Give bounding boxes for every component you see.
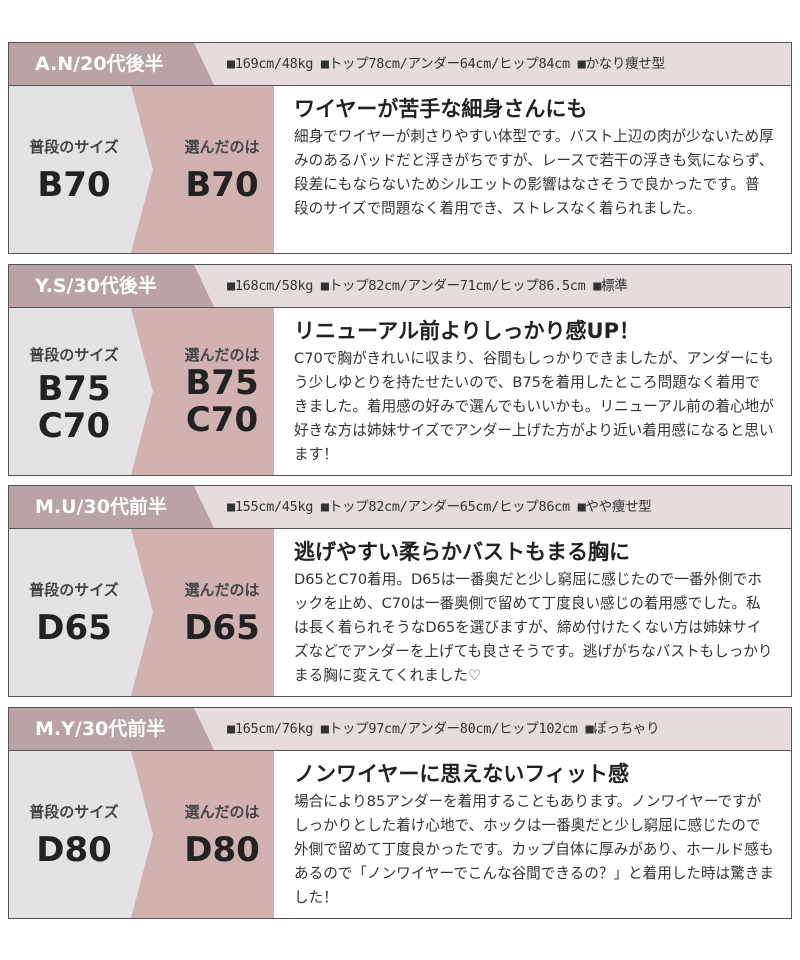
reviewer-name: A.N/20代後半 [9,43,214,85]
chosen-size-label: 選んだのは [184,803,260,821]
chosen-size-label: 選んだのは [184,138,260,156]
chosen-size-panel [131,308,274,475]
review-header: M.U/30代前半 ■155cm/45kg ■トップ82cm/アンダー65cm/… [9,486,791,529]
usual-size-label: 普段のサイズ [29,803,119,821]
review-card: M.U/30代前半 ■155cm/45kg ■トップ82cm/アンダー65cm/… [8,485,792,697]
review-card: M.Y/30代前半 ■165cm/76kg ■トップ97cm/アンダー80cm/… [8,707,792,919]
review-body: C70で胸がきれいに収まり、谷間もしっかりできましたが、アンダーにもう少しゆとり… [294,350,774,463]
review-body: D65とC70着用。D65は一番奥だと少し窮屈に感じたので一番外側でホックを止め… [294,571,773,684]
usual-size-label: 普段のサイズ [29,581,119,599]
usual-size-value: C70 [37,406,111,446]
usual-size-value: B70 [37,165,111,205]
chosen-size-value: D80 [184,830,260,870]
reviewer-name: Y.S/30代後半 [9,265,214,307]
chosen-size-panel [131,529,274,696]
usual-size-panel [9,308,159,475]
chosen-size-value: C70 [185,400,259,440]
chosen-size-label: 選んだのは [184,346,260,364]
review-title: リニューアル前よりしっかり感UP！ [294,319,640,343]
review-card: A.N/20代後半 ■169cm/48kg ■トップ78cm/アンダー64cm/… [8,42,792,254]
chosen-size-panel [131,86,274,253]
reviewer-stats: ■155cm/45kg ■トップ82cm/アンダー65cm/ヒップ86cm ■や… [227,499,652,515]
review-header: M.Y/30代前半 ■165cm/76kg ■トップ97cm/アンダー80cm/… [9,708,791,751]
chosen-size-label: 選んだのは [184,581,260,599]
review-header: A.N/20代後半 ■169cm/48kg ■トップ78cm/アンダー64cm/… [9,43,791,86]
usual-size-panel [9,86,159,253]
usual-size-value: B75 [37,369,111,409]
reviewer-stats: ■168cm/58kg ■トップ82cm/アンダー71cm/ヒップ86.5cm … [227,278,628,294]
usual-size-value: D65 [36,608,112,648]
reviewer-name: M.Y/30代前半 [9,708,214,750]
usual-size-label: 普段のサイズ [29,138,119,156]
reviewer-stats: ■169cm/48kg ■トップ78cm/アンダー64cm/ヒップ84cm ■か… [227,56,665,72]
review-title: ノンワイヤーに思えないフィット感 [294,762,629,786]
review-body: 場合により85アンダーを着用することもあります。ノンワイヤーですがしっかりとした… [294,793,774,906]
chosen-size-value: B75 [185,363,259,403]
review-body: 細身でワイヤーが刺さりやすい体型です。バスト上辺の肉が少ないため厚みのあるパッド… [294,128,774,217]
chosen-size-value: D65 [184,608,260,648]
chosen-size-value: B70 [185,165,259,205]
usual-size-label: 普段のサイズ [29,346,119,364]
review-header: Y.S/30代後半 ■168cm/58kg ■トップ82cm/アンダー71cm/… [9,265,791,308]
reviewer-stats: ■165cm/76kg ■トップ97cm/アンダー80cm/ヒップ102cm ■… [227,721,660,737]
chosen-size-panel [131,751,274,918]
usual-size-value: D80 [36,830,112,870]
review-card: Y.S/30代後半 ■168cm/58kg ■トップ82cm/アンダー71cm/… [8,264,792,476]
review-title: 逃げやすい柔らかバストもまる胸に [294,540,630,564]
review-title: ワイヤーが苦手な細身さんにも [294,97,588,121]
reviewer-name: M.U/30代前半 [9,486,214,528]
usual-size-panel [9,751,159,918]
usual-size-panel [9,529,159,696]
